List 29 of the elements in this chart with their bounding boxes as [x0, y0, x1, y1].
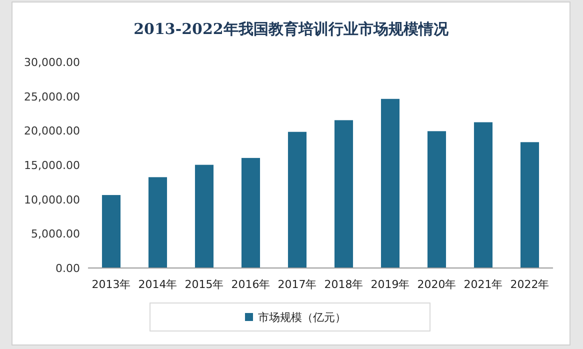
legend-label: 市场规模（亿元） — [258, 311, 346, 324]
y-tick-label: 25,000.00 — [24, 90, 80, 104]
x-tick-label: 2014年 — [138, 278, 178, 291]
bar — [380, 98, 401, 268]
bar — [286, 130, 308, 268]
title: 2013-2022年我国教育培训行业市场规模情况 — [134, 20, 448, 38]
x-tick-label: 2022年 — [510, 278, 550, 291]
y-tick-label: 20,000.00 — [24, 124, 80, 138]
bar — [147, 176, 168, 268]
bar — [472, 121, 494, 268]
x-tick-label: 2013年 — [92, 278, 131, 291]
x-tick-label: 2016年 — [231, 278, 270, 291]
y-tick-label: 15,000.00 — [24, 159, 80, 172]
bar — [240, 156, 262, 268]
bar — [426, 130, 448, 268]
bar — [333, 119, 354, 268]
y-tick-label: 5,000.00 — [31, 228, 80, 241]
bar — [100, 194, 122, 268]
y-tick-label: 10,000.00 — [24, 193, 80, 206]
x-tick-label: 2015年 — [184, 278, 224, 291]
x-tick-label: 2020年 — [417, 278, 456, 291]
bar — [194, 164, 215, 268]
x-tick-label: 2018年 — [324, 278, 364, 291]
y-tick-label: 0.00 — [56, 262, 80, 275]
bar — [519, 141, 540, 268]
y-tick-label: 30,000.00 — [24, 56, 80, 69]
x-tick-label: 2019年 — [370, 278, 410, 291]
x-tick-label: 2021年 — [464, 278, 503, 291]
x-tick-label: 2017年 — [278, 278, 317, 291]
